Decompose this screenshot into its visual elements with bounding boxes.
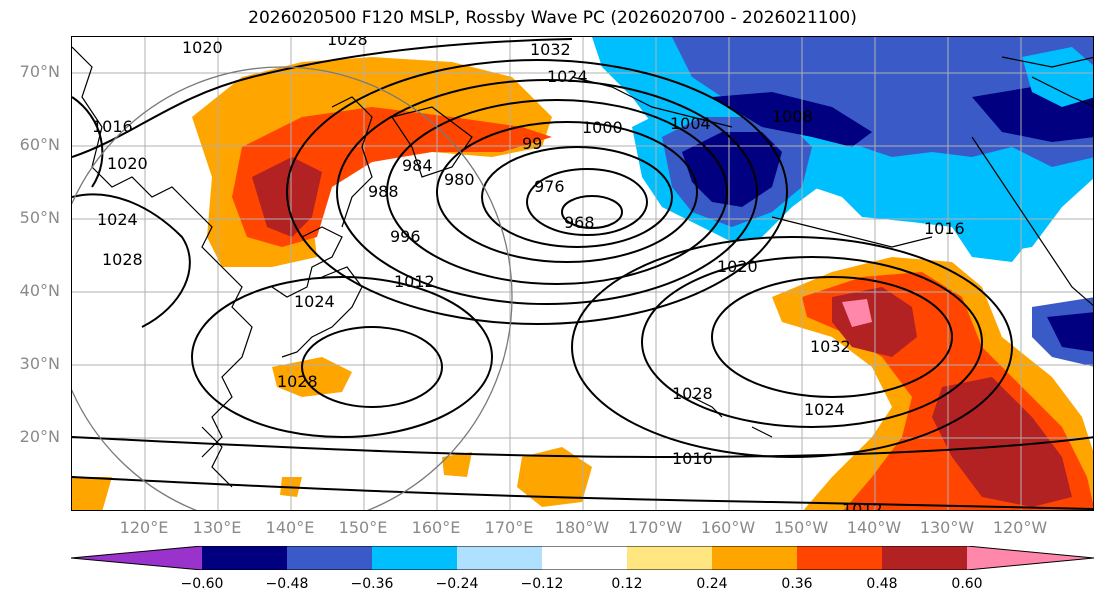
lon-label-160w: 160°W: [700, 518, 756, 537]
contour-label: 99: [522, 134, 542, 153]
colorbar-tick: −0.36: [350, 576, 394, 592]
lat-label-20n: 20°N: [19, 427, 60, 446]
contour-label: 1024: [294, 292, 335, 311]
colorbar-tick: 0.48: [866, 576, 898, 592]
contour-label: 1028: [102, 250, 143, 269]
contour-label: 1028: [277, 372, 318, 391]
lon-label-170e: 170°E: [484, 518, 534, 537]
colorbar-segment: [797, 546, 882, 570]
contour-label: 1016: [92, 117, 133, 136]
colorbar-segment: [202, 546, 287, 570]
colorbar-tick: 0.24: [696, 576, 728, 592]
colorbar-segment: [457, 546, 542, 570]
colorbar-tick: −0.60: [180, 576, 224, 592]
lat-label-40n: 40°N: [19, 281, 60, 300]
contour-labels: 1020 1028 1032 1024 1000 1004 1008 1016 …: [92, 37, 965, 511]
negative-anomaly-fill: [592, 37, 1093, 367]
graticule: [72, 37, 1093, 510]
contour-label: 976: [534, 177, 565, 196]
contour-label: 1020: [107, 154, 148, 173]
contour-label: 1012: [842, 500, 883, 511]
contour-label: 1024: [804, 400, 845, 419]
colorbar-segment: [287, 546, 372, 570]
contour-label: 1020: [182, 38, 223, 57]
map-title: 2026020500 F120 MSLP, Rossby Wave PC (20…: [248, 8, 857, 28]
projection-circle: [72, 66, 513, 510]
lon-label-150w: 150°W: [773, 518, 829, 537]
colorbar-tick: −0.12: [520, 576, 564, 592]
lon-label-120w: 120°W: [992, 518, 1048, 537]
lon-label-150e: 150°E: [338, 518, 388, 537]
contour-label: 984: [402, 156, 433, 175]
lat-label-70n: 70°N: [19, 62, 60, 81]
colorbar-tick: −0.48: [265, 576, 309, 592]
contour-label: 1012: [394, 272, 435, 291]
lon-label-170w: 170°W: [627, 518, 683, 537]
lon-label-160e: 160°E: [411, 518, 461, 537]
map-canvas: 1020 1028 1032 1024 1000 1004 1008 1016 …: [72, 37, 1093, 511]
contour-label: 996: [390, 227, 421, 246]
colorbar-segment: [372, 546, 457, 570]
contour-label: 1016: [924, 219, 965, 238]
colorbar-segment: [967, 546, 1094, 570]
contour-label: 1032: [530, 40, 571, 59]
lon-label-120e: 120°E: [119, 518, 169, 537]
contour-label: 1004: [670, 114, 711, 133]
contour-label: 1008: [772, 107, 813, 126]
lon-label-140w: 140°W: [846, 518, 902, 537]
map-panel: 1020 1028 1032 1024 1000 1004 1008 1016 …: [71, 36, 1094, 511]
colorbar-segment: [627, 546, 712, 570]
colorbar-tick: 0.36: [781, 576, 813, 592]
contour-label: 1000: [582, 118, 623, 137]
colorbar-tick: 0.12: [611, 576, 643, 592]
contour-label: 1028: [672, 384, 713, 403]
colorbar-segment: [712, 546, 797, 570]
colorbar-segment: [71, 546, 202, 570]
contour-label: 1028: [327, 37, 368, 49]
contour-label: 968: [564, 213, 595, 232]
contour-label: 1024: [547, 67, 588, 86]
contour-label: 1020: [717, 257, 758, 276]
colorbar: [71, 546, 1094, 570]
lat-label-30n: 30°N: [19, 354, 60, 373]
contour-label: 988: [368, 182, 399, 201]
lon-label-140e: 140°E: [265, 518, 315, 537]
lat-label-50n: 50°N: [19, 208, 60, 227]
colorbar-tick: −0.24: [435, 576, 479, 592]
lon-label-180w: 180°W: [554, 518, 610, 537]
colorbar-segment: [882, 546, 967, 570]
contour-label: 1032: [810, 337, 851, 356]
lon-label-130w: 130°W: [919, 518, 975, 537]
contour-label: 1016: [672, 449, 713, 468]
contour-label: 980: [444, 170, 475, 189]
lat-label-60n: 60°N: [19, 135, 60, 154]
colorbar-tick: 0.60: [951, 576, 983, 592]
lon-label-130e: 130°E: [192, 518, 242, 537]
isobars: [72, 38, 1093, 510]
contour-label: 1024: [97, 210, 138, 229]
colorbar-segment: [542, 546, 627, 570]
